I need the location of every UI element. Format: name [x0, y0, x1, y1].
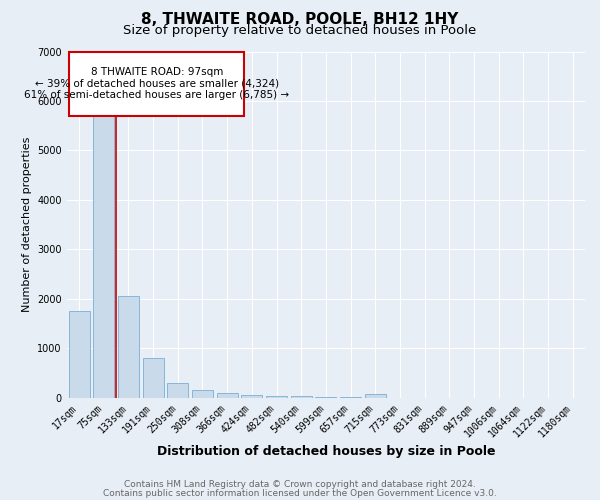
Bar: [291, 396, 311, 398]
Bar: [143, 358, 164, 398]
Bar: [316, 397, 337, 398]
Bar: [118, 296, 139, 398]
Bar: [266, 396, 287, 398]
FancyBboxPatch shape: [69, 52, 244, 116]
Text: 8 THWAITE ROAD: 97sqm
← 39% of detached houses are smaller (4,324)
61% of semi-d: 8 THWAITE ROAD: 97sqm ← 39% of detached …: [24, 67, 289, 100]
Bar: [340, 397, 361, 398]
Bar: [93, 111, 114, 398]
Text: Contains public sector information licensed under the Open Government Licence v3: Contains public sector information licen…: [103, 488, 497, 498]
Bar: [192, 390, 213, 398]
Bar: [167, 382, 188, 398]
Text: Size of property relative to detached houses in Poole: Size of property relative to detached ho…: [124, 24, 476, 37]
Bar: [365, 394, 386, 398]
Bar: [241, 395, 262, 398]
Bar: [217, 394, 238, 398]
Y-axis label: Number of detached properties: Number of detached properties: [22, 137, 32, 312]
Text: 8, THWAITE ROAD, POOLE, BH12 1HY: 8, THWAITE ROAD, POOLE, BH12 1HY: [142, 12, 458, 28]
Bar: [68, 312, 89, 398]
X-axis label: Distribution of detached houses by size in Poole: Distribution of detached houses by size …: [157, 444, 495, 458]
Text: Contains HM Land Registry data © Crown copyright and database right 2024.: Contains HM Land Registry data © Crown c…: [124, 480, 476, 489]
